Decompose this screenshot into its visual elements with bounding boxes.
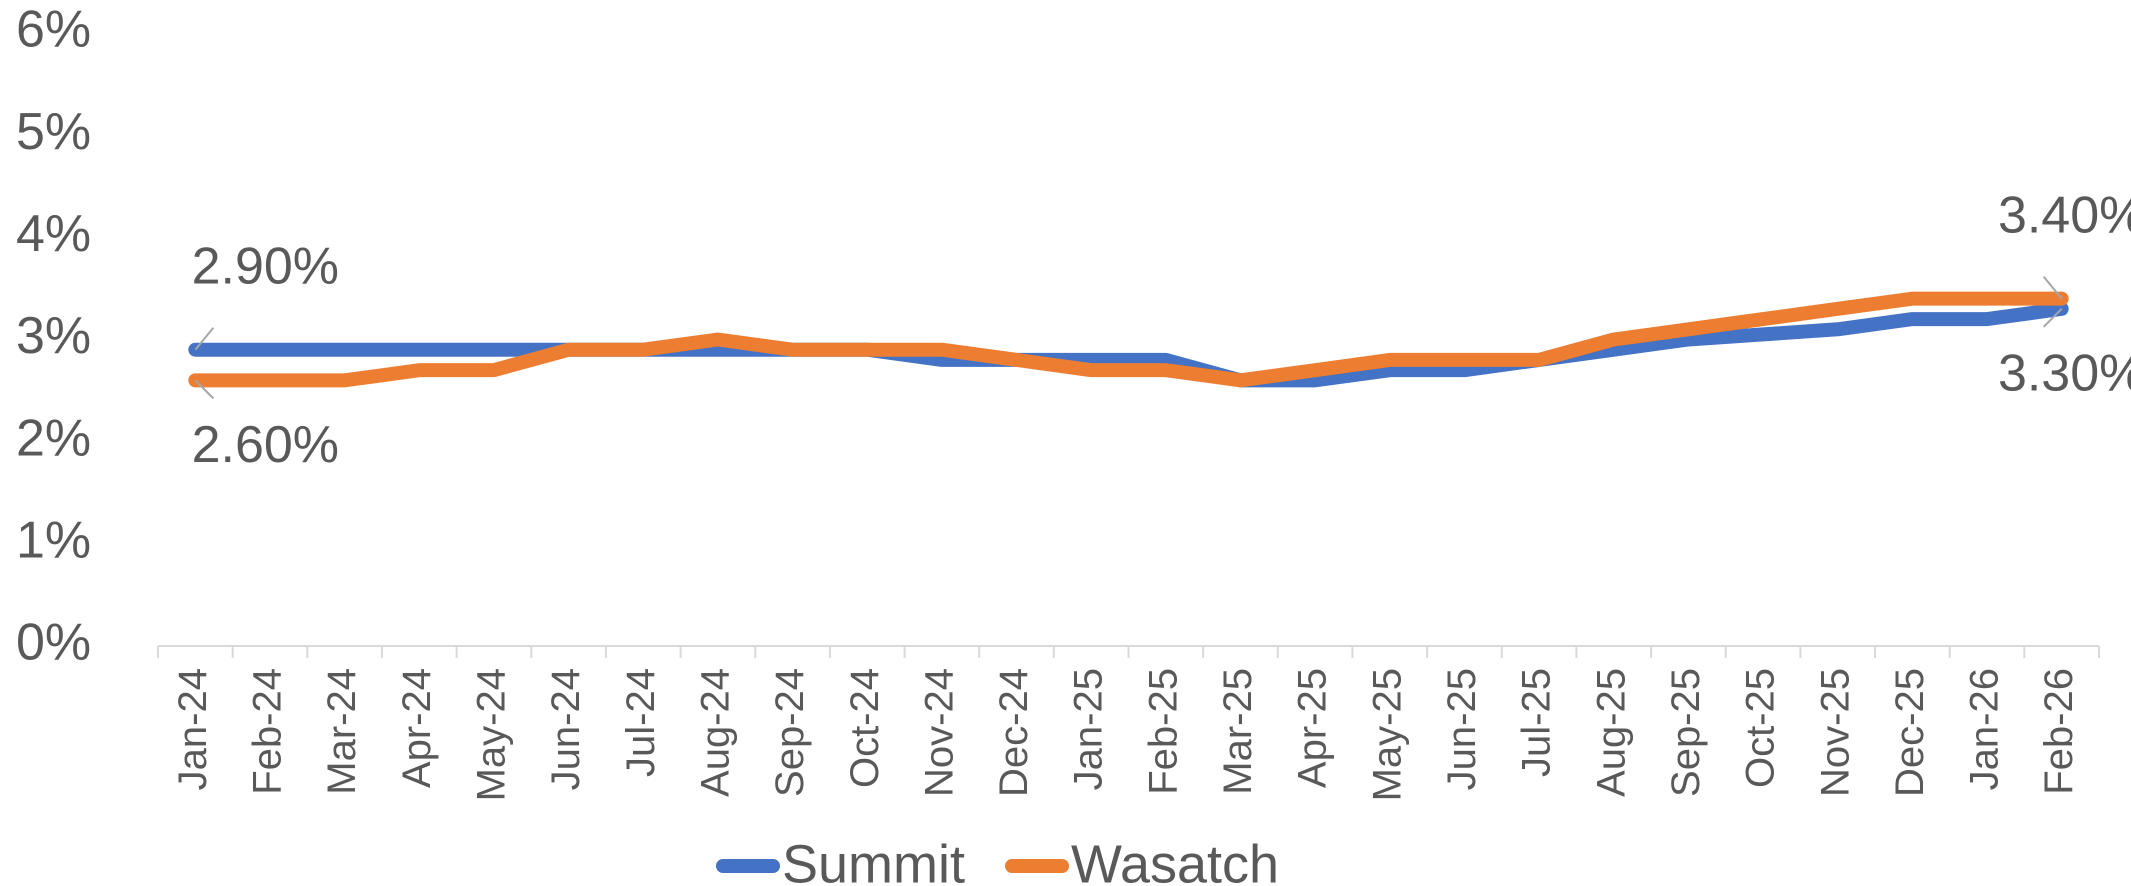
x-tick-label: Aug-24 [693, 668, 737, 797]
leader-line [194, 379, 215, 400]
y-tick-label: 0% [16, 614, 91, 672]
x-tick-label: Oct-25 [1739, 668, 1783, 788]
x-tick-label: Feb-24 [246, 668, 290, 795]
x-tick-label: Apr-24 [395, 668, 439, 788]
x-tick-label: Jul-25 [1515, 668, 1559, 777]
x-tick-label: Aug-25 [1589, 668, 1633, 797]
data-label: 3.40% [1998, 186, 2131, 244]
y-tick-label: 6% [16, 1, 91, 59]
x-tick-label: Dec-25 [1888, 668, 1932, 797]
x-tick-label: Jan-25 [1067, 668, 1111, 790]
x-tick-label: Dec-24 [992, 668, 1036, 797]
x-tick-label: Nov-24 [917, 668, 961, 797]
x-tick-label: Jul-24 [619, 668, 663, 777]
x-tick-label: Jan-26 [1963, 668, 2007, 790]
leader-line [2042, 308, 2063, 328]
x-tick-label: Feb-26 [2037, 668, 2081, 795]
y-tick-label: 5% [16, 103, 91, 161]
leader-line [194, 327, 215, 351]
x-tick-label: Nov-25 [1813, 668, 1857, 797]
leader-line [2042, 276, 2063, 300]
data-label: 2.60% [192, 416, 339, 474]
y-tick-label: 2% [16, 409, 91, 467]
x-tick-label: Jan-24 [171, 668, 215, 790]
y-tick-label: 1% [16, 512, 91, 570]
series-line [188, 291, 2069, 388]
data-label: 2.90% [192, 237, 339, 295]
x-tick-label: May-24 [470, 668, 514, 801]
y-tick-label: 3% [16, 307, 91, 365]
legend-label: Wasatch [1071, 834, 1279, 886]
x-tick-label: May-25 [1365, 668, 1409, 801]
x-tick-label: Feb-25 [1141, 668, 1185, 795]
x-tick-label: Oct-24 [843, 668, 887, 788]
x-tick-label: Jun-24 [544, 668, 588, 790]
series-line [188, 301, 2069, 388]
x-tick-label: Mar-25 [1216, 668, 1260, 795]
x-tick-label: Sep-25 [1664, 668, 1708, 797]
x-tick-label: Jun-25 [1440, 668, 1484, 790]
data-label: 3.30% [1998, 345, 2131, 403]
x-tick-label: Mar-24 [320, 668, 364, 795]
x-tick-label: Sep-24 [768, 668, 812, 797]
legend-label: Summit [782, 834, 965, 886]
x-tick-label: Apr-25 [1291, 668, 1335, 788]
y-tick-label: 4% [16, 205, 91, 263]
